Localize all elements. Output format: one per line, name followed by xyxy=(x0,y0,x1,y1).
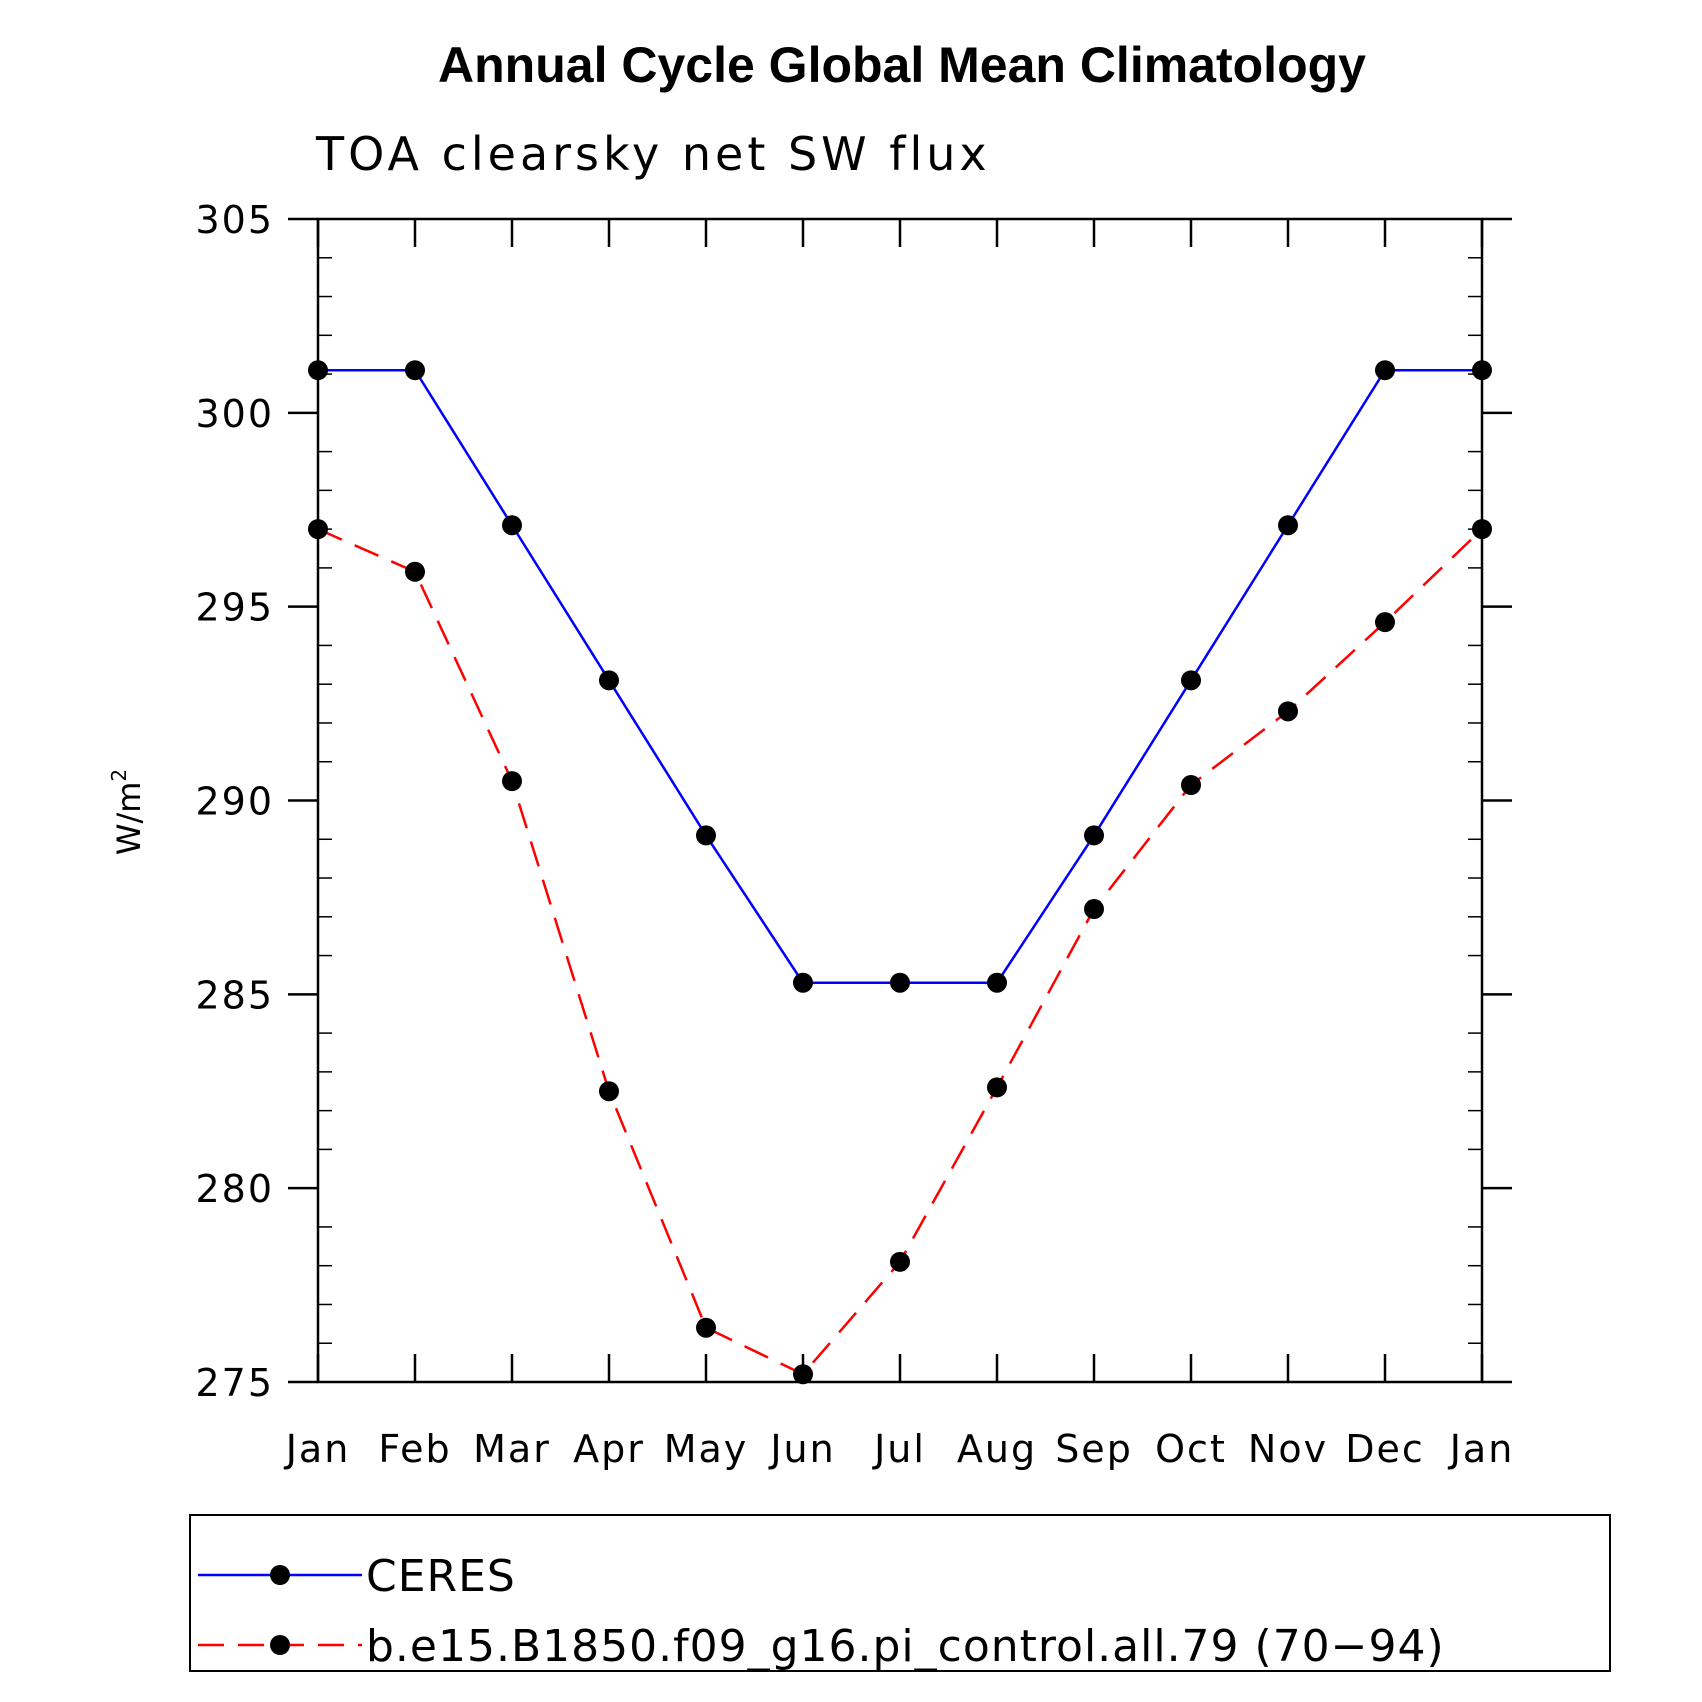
y-tick-label: 275 xyxy=(195,1361,274,1405)
series-0-point xyxy=(696,825,716,846)
series-1-point xyxy=(987,1077,1007,1098)
x-tick-label: Oct xyxy=(1155,1427,1227,1471)
plot-frame xyxy=(316,217,1484,1384)
series-1-point xyxy=(1181,774,1201,795)
y-tick-label: 285 xyxy=(195,973,274,1017)
series-1-point xyxy=(1472,519,1492,540)
chart-subtitle: TOA clearsky net SW flux xyxy=(315,127,991,181)
series-1-point xyxy=(1278,701,1298,722)
series-layer xyxy=(308,360,1492,1385)
series-0-point xyxy=(793,972,813,993)
x-tick-label: Aug xyxy=(957,1427,1037,1471)
legend-marker-1 xyxy=(270,1635,290,1655)
svg-text:W/m2: W/m2 xyxy=(107,769,148,855)
y-tick-label: 305 xyxy=(195,198,274,242)
series-0-point xyxy=(987,972,1007,993)
legend-box xyxy=(189,1514,1611,1672)
legend: CERES b.e15.B1850.f09_g16.pi_control.all.… xyxy=(198,1551,1445,1672)
y-tick-label: 295 xyxy=(195,586,274,630)
x-tick-label: Jun xyxy=(768,1427,835,1471)
series-0-point xyxy=(599,670,619,691)
series-0-point xyxy=(1375,360,1395,381)
legend-label-0: CERES xyxy=(366,1551,516,1602)
series-1-point xyxy=(599,1081,619,1102)
series-0-point xyxy=(1084,825,1104,846)
x-tick-label: Jan xyxy=(284,1427,351,1471)
series-0-point xyxy=(1278,515,1298,536)
x-tick-label: Feb xyxy=(378,1427,451,1471)
y-axis-label: W/m2 xyxy=(107,769,148,855)
series-1-point xyxy=(1375,612,1395,633)
legend-label-1: b.e15.B1850.f09_g16.pi_control.all.79 (7… xyxy=(366,1621,1445,1672)
series-1-point xyxy=(793,1364,813,1385)
axes: 275 280 285 290 295 300 305 Jan Feb Mar Apr May Jun J… xyxy=(195,198,1515,1471)
legend-marker-0 xyxy=(270,1565,290,1585)
x-tick-label: Jul xyxy=(872,1427,926,1471)
series-1-point xyxy=(405,561,425,582)
series-0-point xyxy=(405,360,425,381)
x-tick-label: Sep xyxy=(1055,1427,1133,1471)
chart-title: Annual Cycle Global Mean Climatology xyxy=(438,37,1366,93)
y-tick-label: 280 xyxy=(195,1167,274,1211)
series-1-point xyxy=(502,771,522,792)
y-tick-label: 290 xyxy=(195,780,274,824)
series-0-point xyxy=(502,515,522,536)
y-axis-label-superscript: 2 xyxy=(107,769,131,782)
series-0-point xyxy=(1181,670,1201,691)
series-0-point xyxy=(1472,360,1492,381)
y-axis-label-text: W/m xyxy=(110,782,148,856)
x-tick-label: Mar xyxy=(473,1427,551,1471)
x-tick-label: Apr xyxy=(573,1427,645,1471)
series-0-point xyxy=(890,972,910,993)
series-0-point xyxy=(308,360,328,381)
x-tick-label: Jan xyxy=(1448,1427,1515,1471)
series-line-1 xyxy=(317,527,1483,1376)
series-1-point xyxy=(696,1317,716,1338)
y-tick-label: 300 xyxy=(195,392,274,436)
x-tick-label: Dec xyxy=(1345,1427,1425,1471)
x-tick-label: Nov xyxy=(1248,1427,1328,1471)
series-1-point xyxy=(890,1251,910,1272)
series-1-point xyxy=(1084,899,1104,920)
series-1-point xyxy=(308,519,328,540)
x-tick-label: May xyxy=(664,1427,749,1471)
series-line-0 xyxy=(318,368,1482,984)
